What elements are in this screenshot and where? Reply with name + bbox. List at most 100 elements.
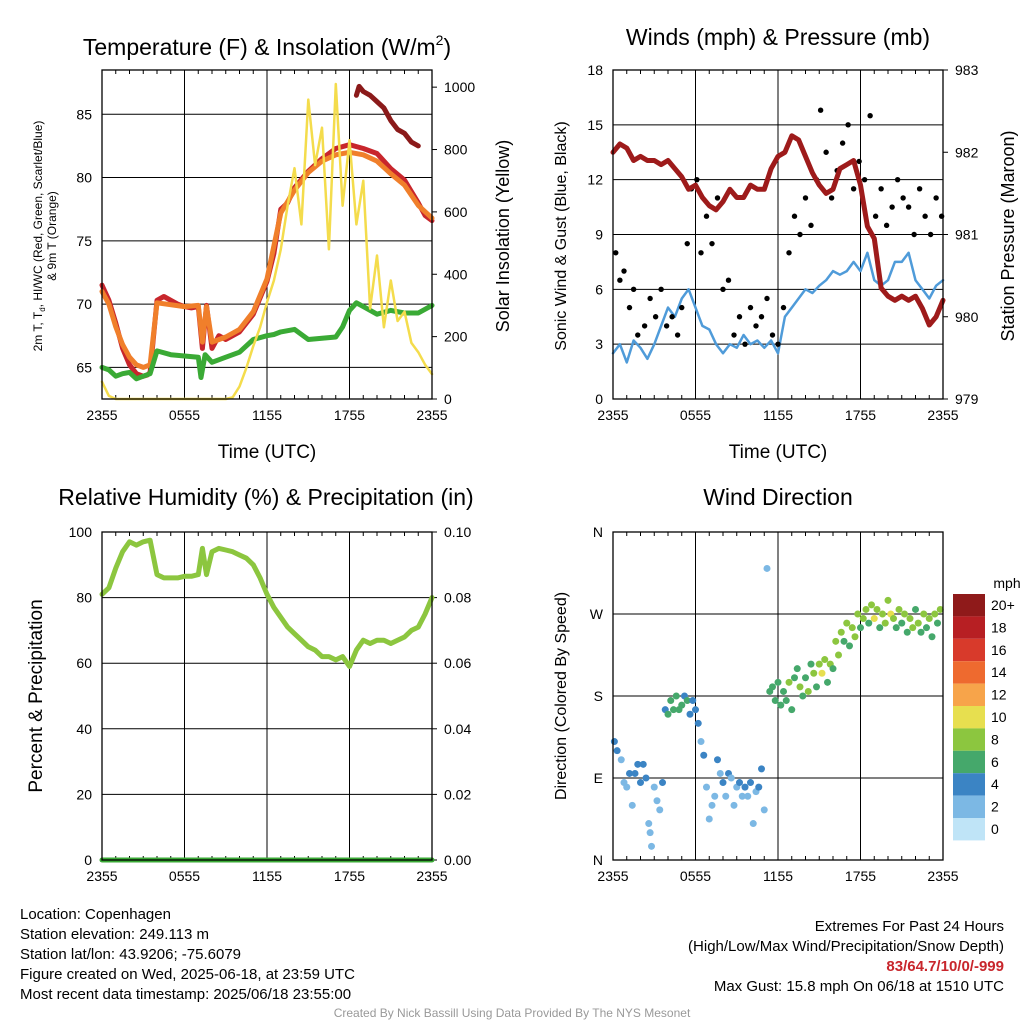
rh-y-tick-label: 0 — [84, 852, 92, 868]
dir-direction-point — [727, 774, 735, 782]
wind-gust-point — [621, 268, 627, 274]
wind-gust-point — [652, 314, 659, 320]
wind-y2-tick-label: 981 — [955, 227, 979, 243]
legend-swatch — [953, 818, 985, 841]
dir-direction-point — [807, 660, 815, 668]
temp-y2-tick-label: 600 — [444, 204, 468, 220]
legend-swatch — [953, 683, 985, 706]
wind-gust-point — [613, 250, 619, 256]
dir-direction-point — [815, 660, 823, 668]
legend-label: 16 — [991, 642, 1007, 658]
temp-x-tick-label: 1155 — [252, 407, 282, 423]
wind-gust-point — [927, 231, 934, 238]
dir-direction-point — [714, 756, 721, 764]
dir-direction-point — [736, 779, 743, 787]
rh-y2-tick-label: 0.06 — [444, 655, 471, 671]
dir-x-tick-label: 1755 — [845, 868, 876, 884]
wind-x-tick-label: 0555 — [680, 407, 711, 423]
temp-2m-td-line — [99, 300, 435, 382]
wind-gust-point — [758, 314, 765, 320]
dir-direction-point — [700, 751, 708, 759]
rh-x-tick-label: 2355 — [86, 868, 117, 884]
temp-y-tick-label: 75 — [76, 233, 92, 249]
dir-direction-point — [912, 605, 919, 613]
legend-swatch — [953, 795, 985, 818]
wind-gust-point — [709, 240, 715, 247]
dir-direction-point — [755, 783, 763, 791]
wind-y2-tick-label: 979 — [955, 391, 979, 407]
dir-direction-point — [901, 610, 908, 618]
dir-direction-point — [903, 628, 911, 636]
dir-direction-point — [626, 769, 633, 777]
dir-direction-point — [744, 792, 752, 800]
legend-label: 8 — [991, 731, 999, 747]
wind-y2-tick-label: 982 — [955, 144, 979, 160]
wind-y-tick-label: 9 — [595, 227, 603, 243]
temp-x-tick-label: 2355 — [86, 407, 117, 423]
station-location: Location: Copenhagen — [20, 906, 171, 923]
temp-y-tick-label: 85 — [76, 106, 92, 122]
legend-swatch — [953, 706, 985, 729]
legend-swatch — [953, 616, 985, 639]
dir-direction-point — [818, 669, 826, 677]
legend-label: 4 — [991, 776, 999, 792]
rh-x-tick-label: 1755 — [334, 868, 365, 884]
temp-left-axis-label: 2m T, Td, HI/WC (Red, Green, Scarlet/Blu… — [31, 121, 47, 352]
temp-right-axis-label: Solar Insolation (Yellow) — [493, 140, 513, 332]
wind-gust-point — [635, 332, 641, 338]
dir-direction-point — [730, 801, 738, 809]
dir-direction-point — [843, 619, 851, 627]
dir-direction-point — [780, 687, 787, 695]
dir-direction-point — [884, 596, 892, 604]
legend-swatch — [953, 773, 985, 796]
dir-direction-point — [879, 610, 886, 618]
dir-direction-point — [846, 642, 853, 650]
wind-gust-point — [786, 250, 792, 256]
dir-legend-title: mph — [993, 575, 1020, 591]
dir-direction-point — [925, 615, 933, 623]
dir-direction-point — [646, 829, 654, 837]
wind-gust-point — [900, 195, 906, 201]
dir-x-tick-label: 0555 — [680, 868, 711, 884]
dir-direction-point — [859, 615, 867, 623]
wind-y-tick-label: 3 — [595, 336, 603, 352]
wind-gust-point — [911, 231, 917, 238]
wind-gust-point — [626, 304, 633, 311]
legend-label: 6 — [991, 754, 999, 770]
dir-direction-point — [610, 738, 618, 746]
wind-gust-point — [823, 149, 829, 155]
temp-y2-tick-label: 200 — [444, 329, 468, 345]
dir-direction-point — [854, 610, 862, 618]
legend-swatch — [953, 638, 985, 662]
dir-direction-point — [650, 783, 658, 791]
wind-gust-point — [684, 240, 690, 247]
dir-y-tick-label: N — [593, 852, 603, 868]
station-info: Location: Copenhagen Station elevation: … — [20, 905, 355, 1005]
dir-direction-point — [914, 619, 922, 627]
wind-gust-point — [731, 332, 737, 338]
dir-direction-point — [917, 628, 925, 636]
wind-x-tick-label: 2355 — [597, 407, 628, 423]
dir-direction-point — [683, 697, 691, 705]
wind-gust-point — [775, 341, 781, 347]
wind-gust-point — [850, 186, 857, 192]
legend-label: 2 — [991, 799, 999, 815]
dir-direction-point — [868, 601, 875, 609]
dir-direction-point — [716, 769, 724, 777]
wind-gust-point — [839, 140, 846, 146]
wind-y-tick-label: 12 — [587, 172, 603, 188]
dir-direction-point — [870, 615, 878, 623]
dir-direction-point — [791, 674, 798, 682]
wind-sonic-wind-line — [611, 251, 945, 364]
max-gust: Max Gust: 15.8 mph On 06/18 at 1510 UTC — [713, 978, 1004, 995]
wind-gust-point — [669, 314, 675, 320]
legend-label: 20+ — [991, 597, 1015, 613]
dir-direction-point — [782, 697, 790, 705]
dir-direction-point — [898, 619, 906, 627]
wind-right-axis-label: Station Pressure (Maroon) — [998, 130, 1018, 341]
dir-direction-point — [777, 701, 785, 709]
wind-gust-point — [694, 176, 700, 183]
wind-gust-point — [828, 195, 835, 201]
legend-swatch — [953, 661, 985, 684]
dir-panel: 2355 0555 1155 1755 2355NESWN20+181614121086… — [590, 524, 1015, 884]
